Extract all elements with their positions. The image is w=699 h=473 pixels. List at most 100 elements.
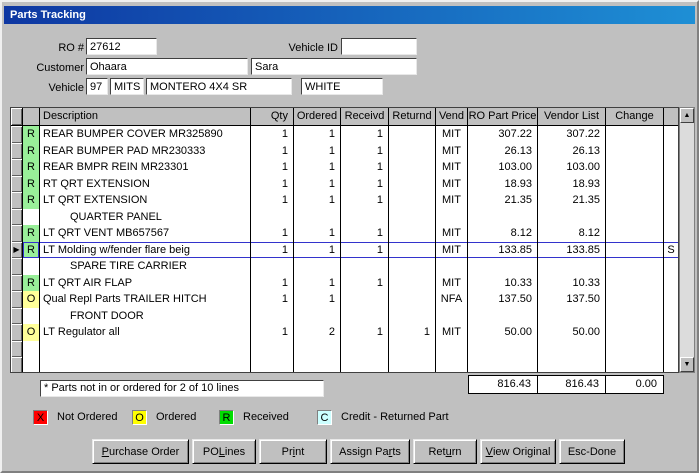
returnd-cell bbox=[389, 126, 436, 143]
description-cell: RT QRT EXTENSION bbox=[40, 175, 251, 192]
flag-cell bbox=[664, 143, 678, 160]
table-row[interactable] bbox=[11, 357, 678, 372]
parts-table-body: R REAR BUMPER COVER MR325890 1 1 1 MIT 307.22 3… bbox=[11, 126, 678, 372]
vehicle-id-input[interactable] bbox=[341, 38, 417, 55]
table-row[interactable]: R REAR BUMPER COVER MR325890 1 1 1 MIT 307.22 3… bbox=[11, 126, 678, 143]
table-row[interactable]: O LT Regulator all 1 2 1 1 MIT 50.00 50.00 bbox=[11, 324, 678, 341]
assign-parts-button[interactable]: Assign Pa r ts bbox=[330, 439, 410, 464]
qty-cell: 1 bbox=[251, 142, 294, 159]
ordered-cell bbox=[294, 208, 341, 225]
row-selector[interactable] bbox=[11, 126, 23, 143]
description-cell: REAR BUMPER PAD MR230333 bbox=[40, 142, 251, 159]
row-selector[interactable] bbox=[11, 175, 23, 192]
legend-item: O Ordered bbox=[132, 409, 196, 425]
vendor-list-cell: 50.00 bbox=[538, 324, 606, 341]
row-selector[interactable] bbox=[11, 324, 23, 341]
change-cell bbox=[606, 142, 664, 159]
ro-input[interactable] bbox=[86, 38, 157, 55]
table-row[interactable]: SPARE TIRE CARRIER bbox=[11, 258, 678, 275]
returnd-cell bbox=[389, 142, 436, 159]
vehicle-color-input[interactable] bbox=[301, 78, 383, 95]
ro-part-price-cell bbox=[468, 307, 538, 324]
description-cell: REAR BUMPER COVER MR325890 bbox=[40, 126, 251, 143]
scroll-down-icon[interactable]: ▼ bbox=[680, 357, 694, 372]
vend-cell: MIT bbox=[436, 274, 468, 291]
table-row[interactable]: R LT QRT EXTENSION 1 1 1 MIT 21.35 21.35 bbox=[11, 192, 678, 209]
row-selector[interactable] bbox=[11, 258, 23, 275]
table-scrollbar[interactable]: ▲ ▼ bbox=[679, 107, 695, 373]
vendor-list-cell: 137.50 bbox=[538, 291, 606, 308]
return-button[interactable]: Ret u rn bbox=[413, 439, 477, 464]
status-cell: R bbox=[23, 159, 40, 176]
receivd-cell bbox=[341, 340, 389, 357]
vend-cell: MIT bbox=[436, 126, 468, 143]
table-row[interactable]: O Qual Repl Parts TRAILER HITCH 1 1 NFA 137.5… bbox=[11, 291, 678, 308]
change-cell bbox=[606, 307, 664, 324]
table-row[interactable]: R REAR BUMPER PAD MR230333 1 1 1 MIT 26.13 26.1… bbox=[11, 142, 678, 160]
table-row[interactable]: R LT QRT AIR FLAP 1 1 1 MIT 10.33 10.33 bbox=[11, 274, 678, 291]
legend-label: Not Ordered bbox=[57, 411, 118, 423]
scroll-up-icon[interactable]: ▲ bbox=[680, 108, 694, 123]
legend-not-ordered-swatch: X bbox=[33, 409, 48, 425]
row-selector-header bbox=[11, 108, 23, 126]
status-cell bbox=[23, 340, 40, 357]
vehicle-make-input[interactable] bbox=[110, 78, 144, 95]
vend-cell: MIT bbox=[436, 159, 468, 176]
customer-last-input[interactable] bbox=[86, 58, 248, 75]
status-cell: O bbox=[23, 291, 40, 308]
table-row[interactable]: R RT QRT EXTENSION 1 1 1 MIT 18.93 18.93 bbox=[11, 175, 678, 193]
row-selector[interactable] bbox=[11, 357, 23, 372]
table-row[interactable]: ▶ R LT Molding w/fender flare beig 1 1 1 MIT 13… bbox=[11, 241, 678, 258]
vehicle-year-input[interactable] bbox=[86, 78, 108, 95]
table-row[interactable]: R REAR BMPR REIN MR23301 1 1 1 MIT 103.00 103.0… bbox=[11, 159, 678, 176]
vehicle-model-input[interactable] bbox=[146, 78, 292, 95]
row-selector[interactable] bbox=[11, 307, 23, 324]
customer-first-input[interactable] bbox=[251, 58, 417, 75]
vend-cell: NFA bbox=[436, 291, 468, 308]
window-titlebar[interactable]: Parts Tracking bbox=[4, 6, 695, 24]
status-cell bbox=[23, 357, 40, 372]
flag-cell bbox=[664, 176, 678, 193]
row-selector[interactable] bbox=[11, 274, 23, 291]
vehicle-id-label: Vehicle ID bbox=[288, 42, 338, 54]
column-header-returnd: Returnd bbox=[389, 108, 436, 126]
receivd-cell bbox=[341, 291, 389, 308]
qty-cell: 1 bbox=[251, 291, 294, 308]
legend-ordered-swatch: O bbox=[132, 409, 147, 425]
ro-part-price-cell: 8.12 bbox=[468, 225, 538, 242]
print-button[interactable]: Pr i nt bbox=[259, 439, 327, 464]
flag-cell: S bbox=[667, 243, 675, 256]
vend-cell: MIT bbox=[436, 225, 468, 242]
esc-done-button[interactable]: Esc-Done bbox=[559, 439, 625, 464]
flag-cell bbox=[664, 258, 678, 275]
status-cell: R bbox=[23, 175, 40, 192]
row-selector[interactable] bbox=[11, 340, 23, 357]
row-selector[interactable]: ▶ bbox=[11, 241, 23, 258]
ro-part-price-cell: 21.35 bbox=[468, 192, 538, 209]
change-cell bbox=[606, 258, 664, 275]
table-row[interactable]: R LT QRT VENT MB657567 1 1 1 MIT 8.12 8.12 bbox=[11, 225, 678, 242]
row-selector[interactable] bbox=[11, 142, 23, 159]
vend-cell: MIT bbox=[436, 175, 468, 192]
table-row[interactable]: QUARTER PANEL bbox=[11, 208, 678, 225]
window-title: Parts Tracking bbox=[10, 9, 86, 21]
returnd-cell bbox=[389, 225, 436, 242]
status-cell bbox=[23, 208, 40, 225]
parts-status-note: * Parts not in or ordered for 2 of 10 li… bbox=[40, 380, 324, 397]
row-selector[interactable] bbox=[11, 159, 23, 176]
total-vendor-list: 816.43 bbox=[537, 375, 606, 394]
table-row[interactable]: FRONT DOOR bbox=[11, 307, 678, 324]
row-selector[interactable] bbox=[11, 291, 23, 308]
row-selector[interactable] bbox=[11, 192, 23, 209]
returnd-cell bbox=[389, 274, 436, 291]
table-row[interactable] bbox=[11, 340, 678, 357]
change-cell bbox=[606, 175, 664, 192]
description-cell: LT QRT AIR FLAP bbox=[40, 274, 251, 291]
row-selector[interactable] bbox=[11, 208, 23, 225]
ro-label: RO # bbox=[58, 42, 84, 54]
row-selector[interactable] bbox=[11, 225, 23, 242]
ordered-cell: 1 bbox=[294, 274, 341, 291]
